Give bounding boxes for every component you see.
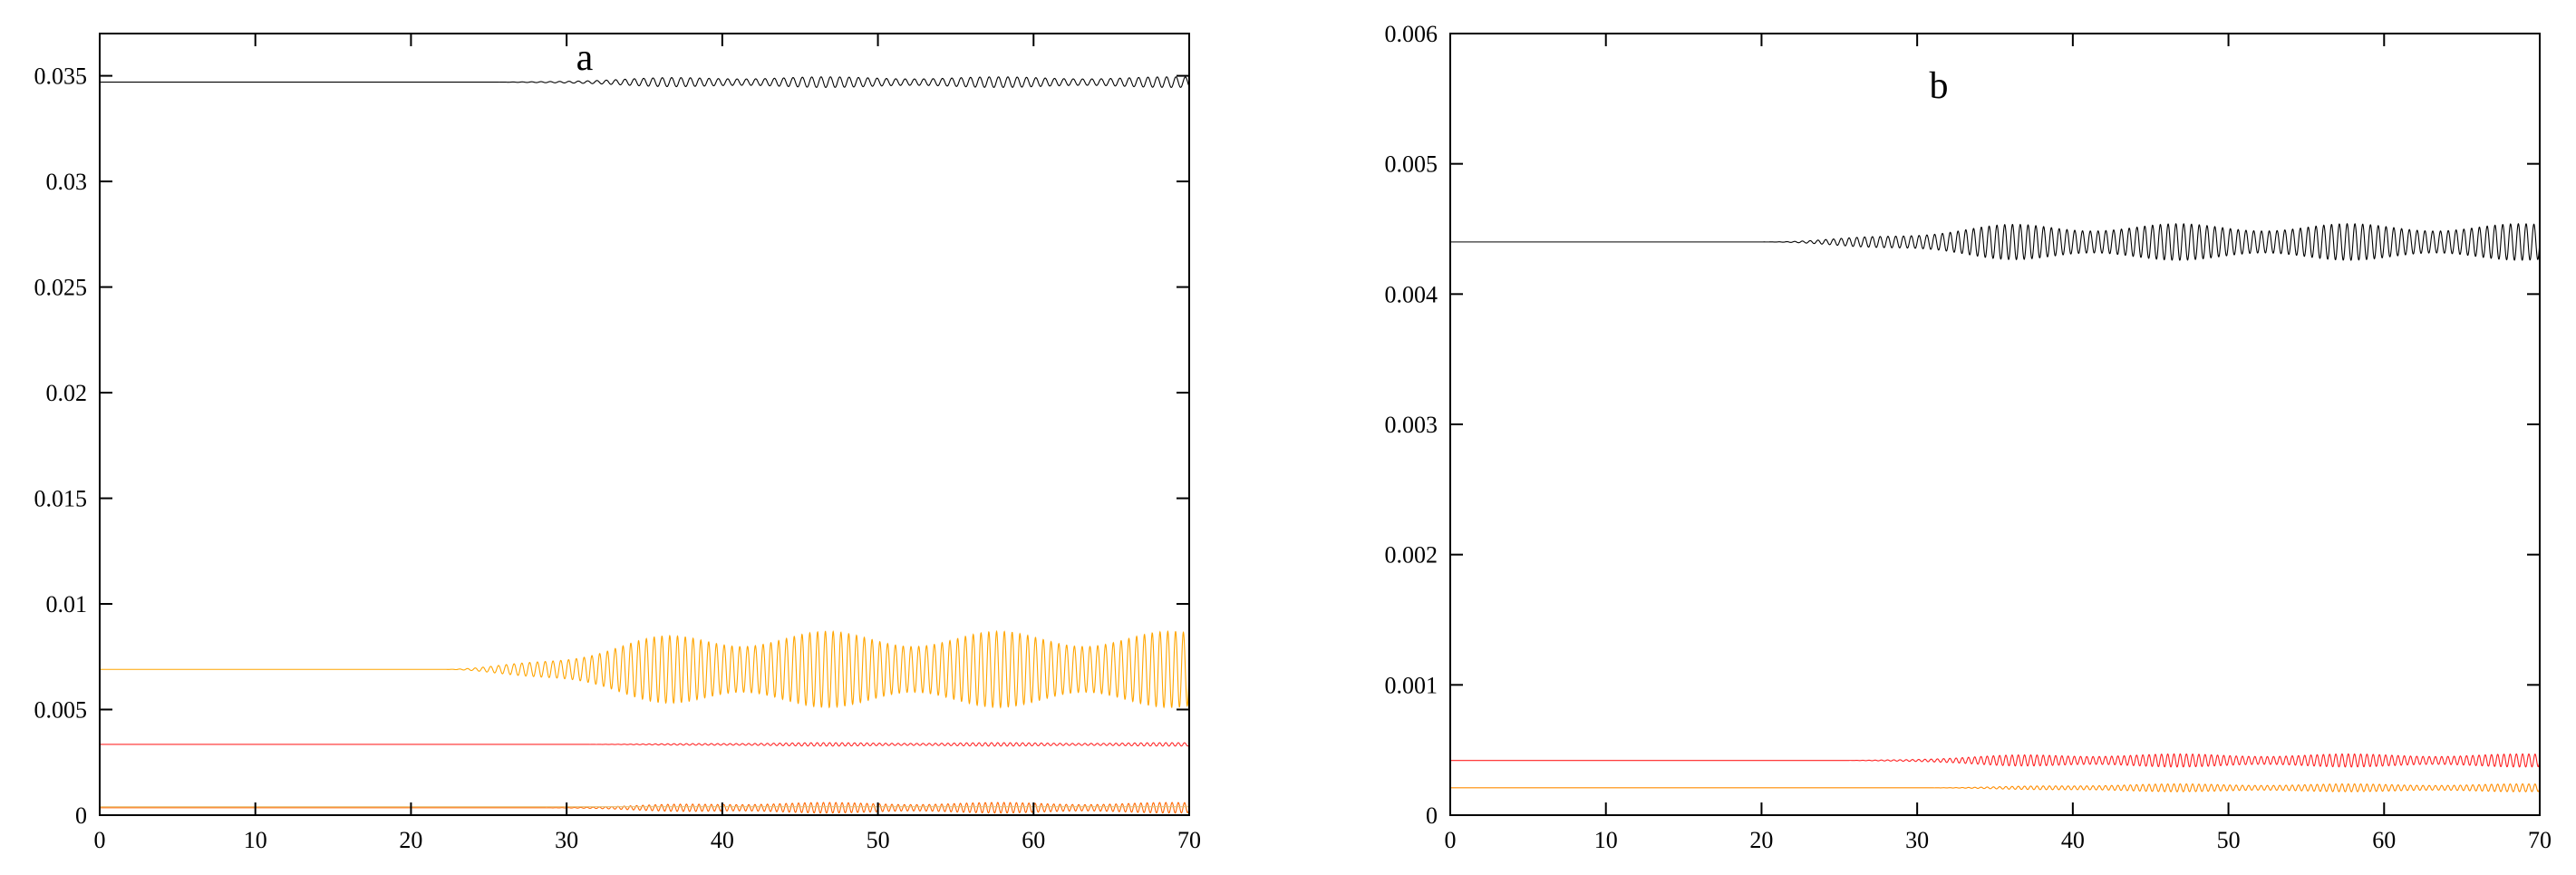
x-tick-label: 30 bbox=[555, 827, 578, 853]
panel-a-frame bbox=[99, 33, 1190, 816]
x-tick-label: 70 bbox=[2528, 827, 2552, 853]
panel-b-series-2-line bbox=[1450, 753, 2541, 768]
panel-a-series-2-line bbox=[100, 629, 1190, 709]
y-tick-label: 0.01 bbox=[46, 591, 88, 617]
y-tick-label: 0.015 bbox=[34, 486, 88, 512]
y-tick-label: 0.02 bbox=[46, 380, 88, 406]
x-tick-label: 30 bbox=[1905, 827, 1929, 853]
y-tick-label: 0.002 bbox=[1385, 542, 1438, 569]
x-tick-label: 50 bbox=[2217, 827, 2241, 853]
x-tick-label: 10 bbox=[1594, 827, 1618, 853]
x-tick-label: 60 bbox=[1022, 827, 1045, 853]
x-tick-label: 0 bbox=[1445, 827, 1457, 853]
panel-a-label: a bbox=[576, 37, 594, 79]
panel-a-ticks: 0 10 20 30 40 50 60 70 0 0.005 0.01 0.015 0.02 0.025 0… bbox=[34, 34, 1201, 853]
y-tick-label: 0.001 bbox=[1385, 672, 1438, 698]
x-tick-label: 0 bbox=[94, 827, 106, 853]
panel-b-series-3-line bbox=[1450, 783, 2541, 792]
panel-b: 0 10 20 30 40 50 60 70 0 0.001 0.002 0.003 0.004 0.00… bbox=[1385, 21, 2552, 853]
panel-b-label: b bbox=[1930, 65, 1949, 107]
panel-a-series-1-line bbox=[100, 76, 1190, 88]
y-tick-label: 0.003 bbox=[1385, 412, 1438, 438]
panel-a-series-3-line bbox=[100, 742, 1190, 747]
panel-b-series bbox=[1450, 222, 2541, 792]
panel-a: 0 10 20 30 40 50 60 70 0 0.005 0.01 0.015 0.02 0.025 0… bbox=[34, 33, 1201, 853]
panel-b-ticks: 0 10 20 30 40 50 60 70 0 0.001 0.002 0.003 0.004 0.00… bbox=[1385, 21, 2552, 853]
x-tick-label: 40 bbox=[2061, 827, 2085, 853]
y-tick-label: 0 bbox=[75, 802, 87, 829]
y-tick-label: 0.004 bbox=[1385, 281, 1438, 307]
panel-b-series-1-line bbox=[1450, 222, 2541, 261]
y-tick-label: 0.005 bbox=[1385, 151, 1438, 178]
x-tick-label: 20 bbox=[399, 827, 422, 853]
y-tick-label: 0.03 bbox=[46, 169, 88, 195]
y-tick-label: 0.025 bbox=[34, 275, 88, 301]
x-tick-label: 40 bbox=[711, 827, 734, 853]
x-tick-label: 20 bbox=[1749, 827, 1773, 853]
y-tick-label: 0.005 bbox=[34, 697, 88, 724]
y-tick-label: 0.035 bbox=[34, 63, 88, 90]
panel-a-series-4-line bbox=[100, 802, 1190, 814]
panel-b-frame bbox=[1449, 33, 2541, 816]
x-tick-label: 10 bbox=[244, 827, 267, 853]
y-tick-label: 0 bbox=[1426, 802, 1438, 829]
x-tick-label: 70 bbox=[1177, 827, 1201, 853]
x-tick-label: 50 bbox=[867, 827, 890, 853]
y-tick-label: 0.006 bbox=[1385, 21, 1438, 47]
x-tick-label: 60 bbox=[2372, 827, 2396, 853]
panel-a-series bbox=[100, 76, 1190, 814]
